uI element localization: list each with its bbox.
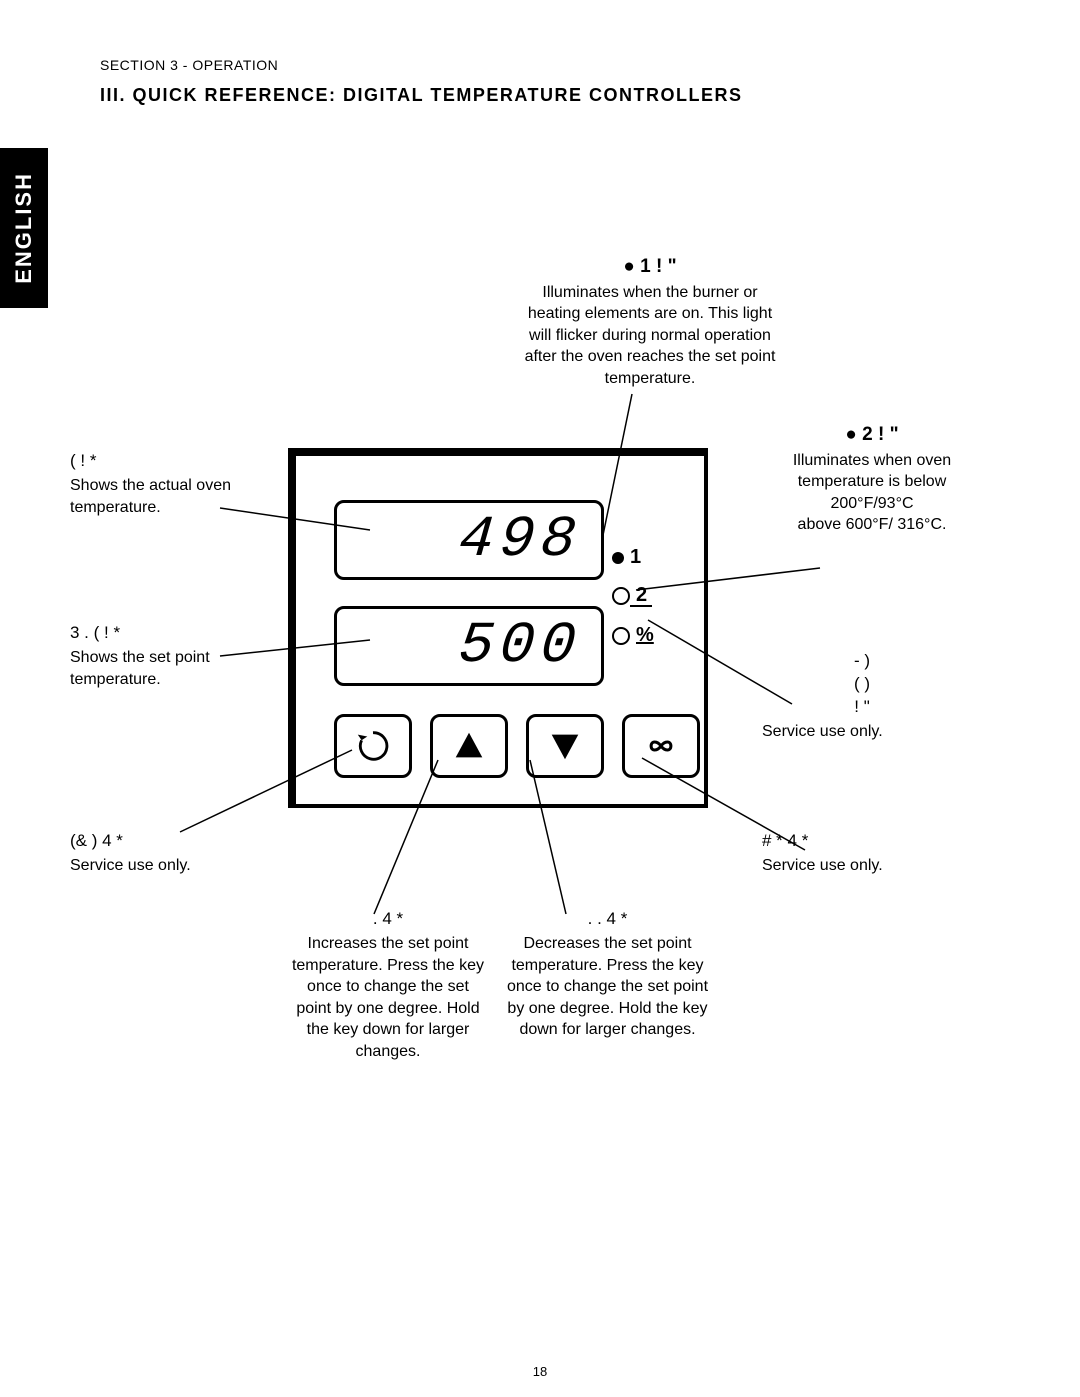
callout-title: # * 4 * xyxy=(762,830,962,853)
page-number: 18 xyxy=(0,1364,1080,1379)
indicator-percent-label: % xyxy=(636,624,654,646)
callout-body: Increases the set point temperature. Pre… xyxy=(288,933,488,1063)
callout-down-key: . . 4 * Decreases the set point temperat… xyxy=(500,908,715,1041)
callout-title: . 4 * xyxy=(288,908,488,931)
indicator-2: 2 xyxy=(612,584,652,607)
triangle-up-icon xyxy=(450,727,488,765)
callout-percent-indicator: - ) ( ) ! " Service use only. xyxy=(762,650,962,742)
callout-body: Service use only. xyxy=(70,855,270,877)
ring-icon xyxy=(612,627,630,645)
down-key[interactable] xyxy=(526,714,604,778)
page-title: III. QUICK REFERENCE: DIGITAL TEMPERATUR… xyxy=(100,85,743,106)
indicator-percent: % xyxy=(612,624,654,647)
section-header: SECTION 3 - OPERATION xyxy=(100,57,278,73)
callout-scroll-key: (& ) 4 * Service use only. xyxy=(70,830,270,877)
language-tab: ENGLISH xyxy=(0,148,48,308)
upper-display-value: 498 xyxy=(456,508,584,573)
dot-icon xyxy=(612,552,624,564)
indicator-1: 1 xyxy=(612,546,641,569)
callout-up-key: . 4 * Increases the set point temperatur… xyxy=(288,908,488,1063)
indicator-2-label: 2 xyxy=(636,584,647,606)
callout-title: ● 1 ! " xyxy=(520,254,780,280)
callout-title: ( ! * xyxy=(70,450,270,473)
callout-body: Shows the actual oven temperature. xyxy=(70,475,270,518)
callout-infinity-key: # * 4 * Service use only. xyxy=(762,830,962,877)
triangle-down-icon xyxy=(546,727,584,765)
callout-indicator-1: ● 1 ! " Illuminates when the burner or h… xyxy=(520,254,780,390)
callout-title: 3 . ( ! * xyxy=(70,622,280,645)
callout-title: (& ) 4 * xyxy=(70,830,270,853)
callout-upper-display: ( ! * Shows the actual oven temperature. xyxy=(70,450,270,518)
temperature-controller: 498 500 1 2 % xyxy=(288,448,708,808)
cycle-icon xyxy=(354,727,392,765)
lower-display: 500 xyxy=(334,606,604,686)
callout-body: Service use only. xyxy=(762,721,962,743)
callout-body: Shows the set point temperature. xyxy=(70,647,280,690)
indicator-1-label: 1 xyxy=(630,546,641,568)
callout-body: Illuminates when the burner or heating e… xyxy=(520,282,780,390)
page: SECTION 3 - OPERATION III. QUICK REFEREN… xyxy=(0,0,1080,1397)
upper-display: 498 xyxy=(334,500,604,580)
lower-display-value: 500 xyxy=(456,614,584,679)
callout-body: Illuminates when oven temperature is bel… xyxy=(762,450,982,536)
callout-body: Decreases the set point temperature. Pre… xyxy=(500,933,715,1041)
ring-icon xyxy=(612,587,630,605)
infinity-icon xyxy=(642,727,680,765)
button-row xyxy=(334,714,700,778)
language-tab-label: ENGLISH xyxy=(11,172,37,284)
callout-indicator-2: ● 2 ! " Illuminates when oven temperatur… xyxy=(762,422,982,536)
up-key[interactable] xyxy=(430,714,508,778)
callout-body: Service use only. xyxy=(762,855,962,877)
callout-title: ● 2 ! " xyxy=(762,422,982,448)
callout-title: . . 4 * xyxy=(500,908,715,931)
callout-lower-display: 3 . ( ! * Shows the set point temperatur… xyxy=(70,622,280,690)
infinity-key[interactable] xyxy=(622,714,700,778)
scroll-key[interactable] xyxy=(334,714,412,778)
callout-title: - ) ( ) ! " xyxy=(762,650,962,719)
